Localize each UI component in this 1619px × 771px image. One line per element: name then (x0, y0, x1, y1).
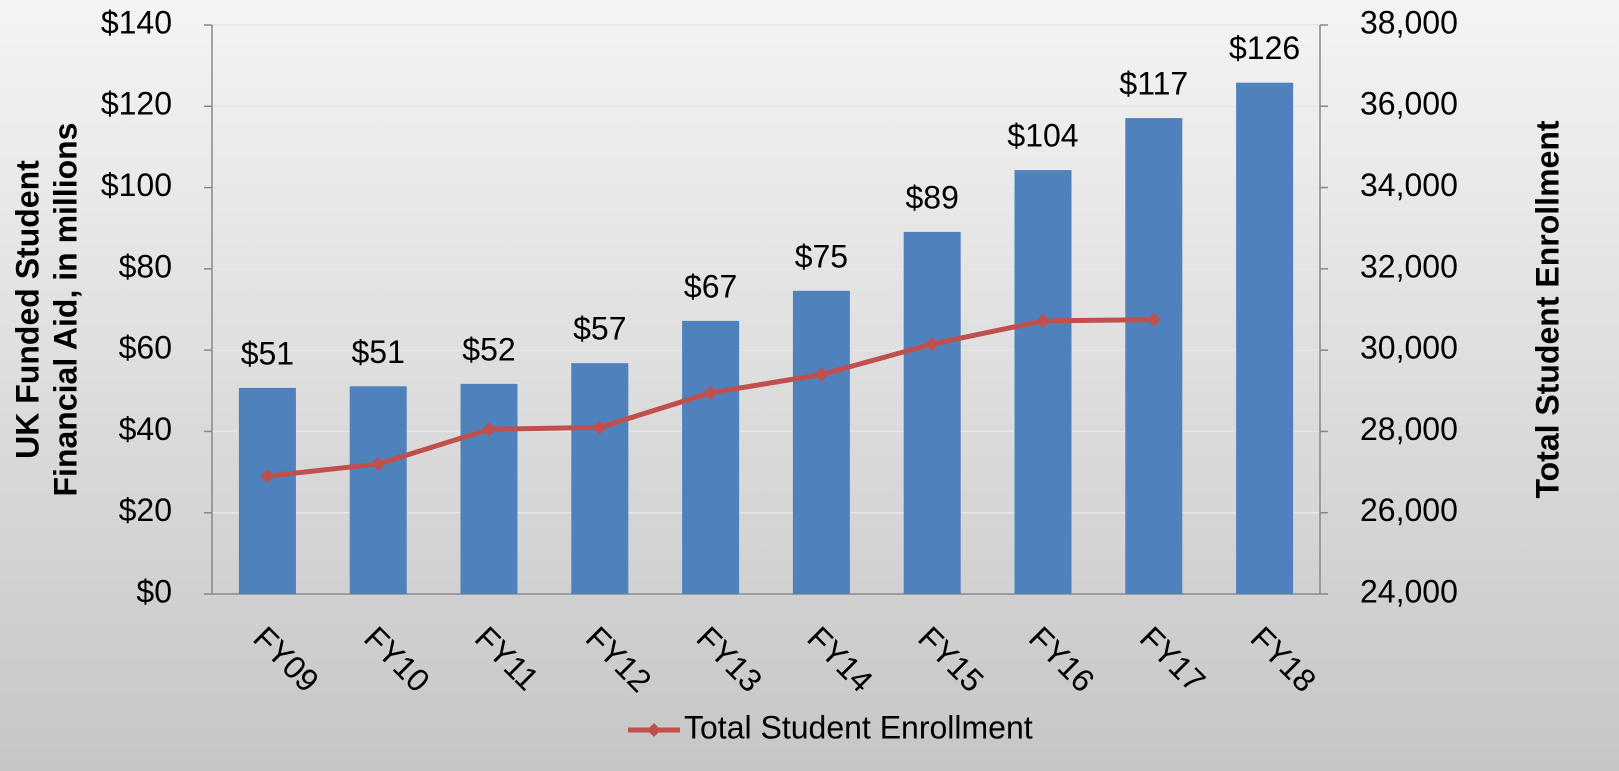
bar (1236, 82, 1294, 594)
y-tick-label: $60 (119, 330, 172, 366)
y2-tick-label: 26,000 (1360, 492, 1458, 528)
y2-tick-label: 32,000 (1360, 248, 1458, 284)
data-label: $51 (352, 334, 405, 370)
y-tick-label: $80 (119, 248, 172, 284)
bar (903, 231, 961, 595)
line-marker (260, 469, 275, 484)
bar (238, 387, 296, 594)
y2-tick-label: 24,000 (1360, 573, 1458, 609)
line-marker (482, 422, 496, 437)
bar (571, 363, 629, 594)
line-marker (371, 456, 386, 471)
data-label: $117 (1119, 66, 1188, 102)
data-label: $52 (462, 331, 515, 367)
y-tick-label: $40 (119, 411, 172, 447)
data-label: $104 (1007, 118, 1078, 154)
y2-tick-label: 34,000 (1360, 167, 1458, 203)
y2-axis-title: Total Student Enrollment (1529, 120, 1565, 498)
line-marker (925, 337, 940, 352)
y-tick-label: $20 (119, 492, 172, 528)
y-tick-label: $140 (101, 4, 172, 40)
y2-tick-label: 30,000 (1360, 330, 1458, 366)
bar (460, 383, 518, 594)
bar (1125, 118, 1183, 594)
y-tick-label: $0 (136, 573, 172, 609)
y-tick-label: $120 (101, 86, 172, 122)
line-marker (814, 367, 829, 382)
legend-marker (647, 723, 661, 737)
line-marker (1036, 313, 1050, 328)
y-axis-title: UK Funded Student (9, 160, 45, 459)
y2-tick-label: 36,000 (1360, 86, 1458, 122)
bar (682, 320, 740, 594)
line-marker (1146, 312, 1161, 327)
y-axis-title: Financial Aid, in millions (47, 123, 83, 497)
bar (349, 386, 407, 594)
y-tick-label: $100 (101, 167, 172, 203)
data-label: $67 (684, 268, 737, 304)
data-label: $75 (795, 238, 848, 274)
line-marker (703, 385, 718, 400)
bar (792, 290, 850, 594)
y2-tick-label: 38,000 (1360, 4, 1458, 40)
data-label: $89 (906, 179, 959, 215)
data-label: $126 (1229, 30, 1300, 66)
data-label: $57 (573, 311, 626, 347)
y2-tick-label: 28,000 (1360, 411, 1458, 447)
data-label: $51 (241, 335, 294, 371)
line-marker (592, 420, 607, 435)
legend-label: Total Student Enrollment (684, 709, 1033, 745)
bar (1014, 170, 1072, 594)
